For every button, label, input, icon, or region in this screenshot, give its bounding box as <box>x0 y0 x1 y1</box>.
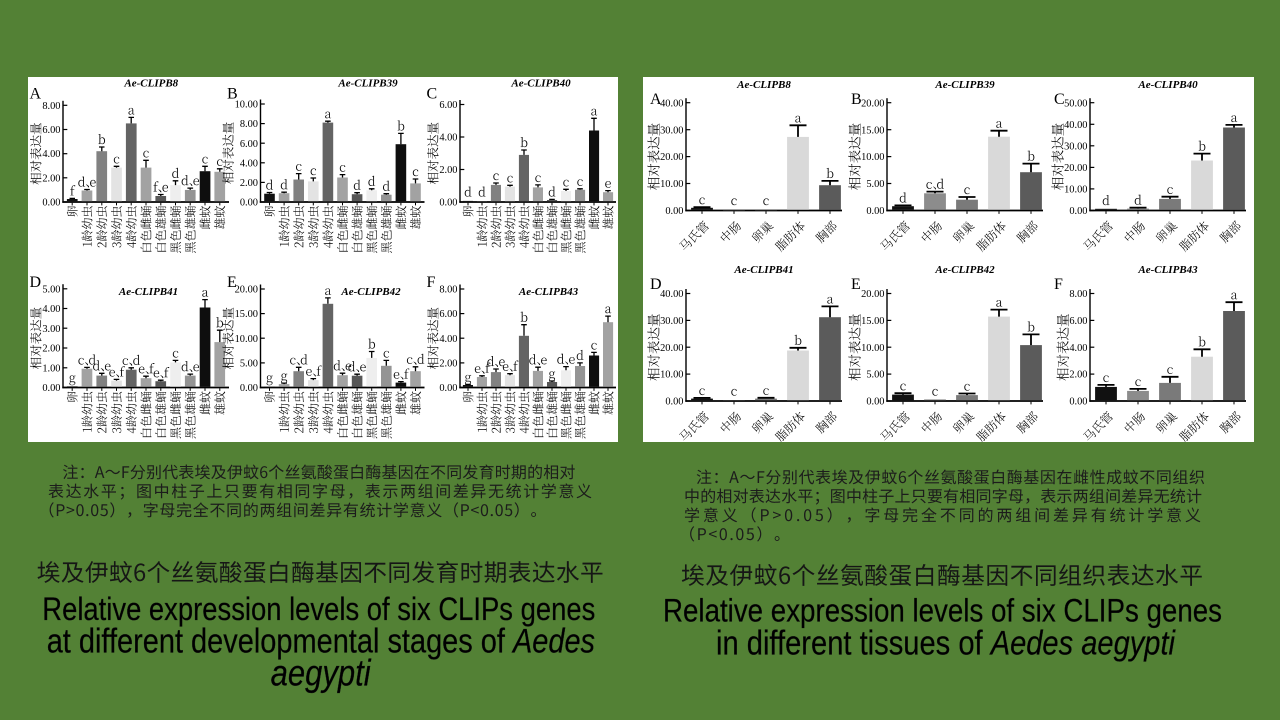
svg-text:2.00: 2.00 <box>240 178 258 189</box>
svg-text:0.00: 0.00 <box>439 198 457 209</box>
svg-text:Aedes aegypti: Aedes aegypti <box>989 623 1176 662</box>
svg-text:0.00: 0.00 <box>665 397 683 408</box>
svg-text:B: B <box>851 91 862 108</box>
svg-text:0.00: 0.00 <box>42 198 60 209</box>
svg-text:30.00: 30.00 <box>660 316 683 327</box>
svg-text:D: D <box>650 276 662 293</box>
svg-text:1.00: 1.00 <box>42 363 60 374</box>
svg-text:2.00: 2.00 <box>42 173 60 184</box>
svg-text:30.00: 30.00 <box>660 125 683 136</box>
svg-text:Ae-CLIPB43: Ae-CLIPB43 <box>1137 264 1198 276</box>
svg-text:in different tissues of: in different tissues of <box>716 623 991 662</box>
svg-text:0.00: 0.00 <box>866 206 884 217</box>
svg-text:F: F <box>1054 276 1063 293</box>
svg-text:15.00: 15.00 <box>861 316 884 327</box>
svg-text:D: D <box>30 274 42 291</box>
svg-text:6.00: 6.00 <box>439 100 457 111</box>
svg-text:10.00: 10.00 <box>861 343 884 354</box>
svg-text:15.00: 15.00 <box>861 125 884 136</box>
svg-text:5.00: 5.00 <box>866 179 884 190</box>
svg-text:10.00: 10.00 <box>235 334 258 345</box>
svg-text:Aedes: Aedes <box>511 621 595 660</box>
svg-text:5.00: 5.00 <box>240 359 258 370</box>
svg-text:F: F <box>427 274 436 291</box>
svg-text:0.00: 0.00 <box>439 383 457 394</box>
svg-text:E: E <box>851 276 861 293</box>
svg-text:20.00: 20.00 <box>660 343 683 354</box>
svg-text:20.00: 20.00 <box>861 98 884 109</box>
svg-text:10.00: 10.00 <box>1064 185 1087 196</box>
svg-text:C: C <box>427 85 438 102</box>
svg-text:C: C <box>1054 91 1065 108</box>
svg-text:20.00: 20.00 <box>1064 163 1087 174</box>
svg-text:6.00: 6.00 <box>42 125 60 136</box>
svg-text:0.00: 0.00 <box>866 397 884 408</box>
svg-text:8.00: 8.00 <box>240 119 258 130</box>
svg-text:2.00: 2.00 <box>1069 370 1087 381</box>
svg-text:4.00: 4.00 <box>42 149 60 160</box>
svg-text:5.00: 5.00 <box>866 370 884 381</box>
svg-text:Relative expression levels of: Relative expression levels of six CLIPs … <box>663 593 1222 629</box>
svg-text:8.00: 8.00 <box>439 285 457 296</box>
svg-text:A: A <box>650 91 662 108</box>
svg-text:0.00: 0.00 <box>42 383 60 394</box>
svg-text:4.00: 4.00 <box>1069 343 1087 354</box>
svg-text:2.00: 2.00 <box>42 344 60 355</box>
svg-text:6.00: 6.00 <box>439 309 457 320</box>
svg-text:0.00: 0.00 <box>1069 206 1087 217</box>
svg-text:Ae-CLIPB41: Ae-CLIPB41 <box>118 286 178 298</box>
svg-text:10.00: 10.00 <box>660 179 683 190</box>
svg-text:Ae-CLIPB39: Ae-CLIPB39 <box>337 78 398 90</box>
svg-text:10.00: 10.00 <box>861 152 884 163</box>
svg-text:Ae-CLIPB43: Ae-CLIPB43 <box>518 286 579 298</box>
svg-text:Ae-CLIPB8: Ae-CLIPB8 <box>736 79 791 91</box>
svg-text:40.00: 40.00 <box>1064 120 1087 131</box>
svg-text:8.00: 8.00 <box>42 101 60 112</box>
svg-text:5.00: 5.00 <box>42 284 60 295</box>
svg-text:8.00: 8.00 <box>1069 289 1087 300</box>
svg-text:Relative expression levels of: Relative expression levels of six CLIPs … <box>42 592 595 628</box>
svg-text:Ae-CLIPB8: Ae-CLIPB8 <box>123 78 178 90</box>
svg-text:Ae-CLIPB42: Ae-CLIPB42 <box>934 264 995 276</box>
svg-text:40.00: 40.00 <box>660 98 683 109</box>
svg-text:30.00: 30.00 <box>1064 141 1087 152</box>
svg-text:4.00: 4.00 <box>240 158 258 169</box>
svg-text:4.00: 4.00 <box>42 304 60 315</box>
svg-text:0.00: 0.00 <box>665 206 683 217</box>
svg-text:20.00: 20.00 <box>235 285 258 296</box>
svg-text:Ae-CLIPB41: Ae-CLIPB41 <box>733 264 793 276</box>
svg-text:0.00: 0.00 <box>240 198 258 209</box>
svg-text:2.00: 2.00 <box>439 165 457 176</box>
svg-text:aegypti: aegypti <box>271 653 372 694</box>
svg-text:at different developmental sta: at different developmental stages of <box>47 621 513 660</box>
svg-text:3.00: 3.00 <box>42 324 60 335</box>
svg-text:2.00: 2.00 <box>439 359 457 370</box>
svg-text:0.00: 0.00 <box>1069 397 1087 408</box>
svg-text:6.00: 6.00 <box>1069 316 1087 327</box>
svg-text:20.00: 20.00 <box>861 289 884 300</box>
svg-text:Ae-CLIPB40: Ae-CLIPB40 <box>510 78 571 90</box>
svg-text:Ae-CLIPB39: Ae-CLIPB39 <box>934 79 995 91</box>
svg-text:4.00: 4.00 <box>439 133 457 144</box>
svg-text:E: E <box>227 274 237 291</box>
svg-text:20.00: 20.00 <box>660 152 683 163</box>
svg-text:B: B <box>227 85 238 102</box>
svg-text:6.00: 6.00 <box>240 139 258 150</box>
svg-text:Ae-CLIPB40: Ae-CLIPB40 <box>1137 79 1198 91</box>
svg-text:0.00: 0.00 <box>240 383 258 394</box>
svg-text:A: A <box>30 85 42 102</box>
svg-text:40.00: 40.00 <box>660 289 683 300</box>
svg-text:15.00: 15.00 <box>235 309 258 320</box>
svg-text:10.00: 10.00 <box>235 100 258 111</box>
svg-text:50.00: 50.00 <box>1064 98 1087 109</box>
svg-text:10.00: 10.00 <box>660 370 683 381</box>
svg-text:4.00: 4.00 <box>439 334 457 345</box>
svg-text:Ae-CLIPB42: Ae-CLIPB42 <box>340 286 401 298</box>
